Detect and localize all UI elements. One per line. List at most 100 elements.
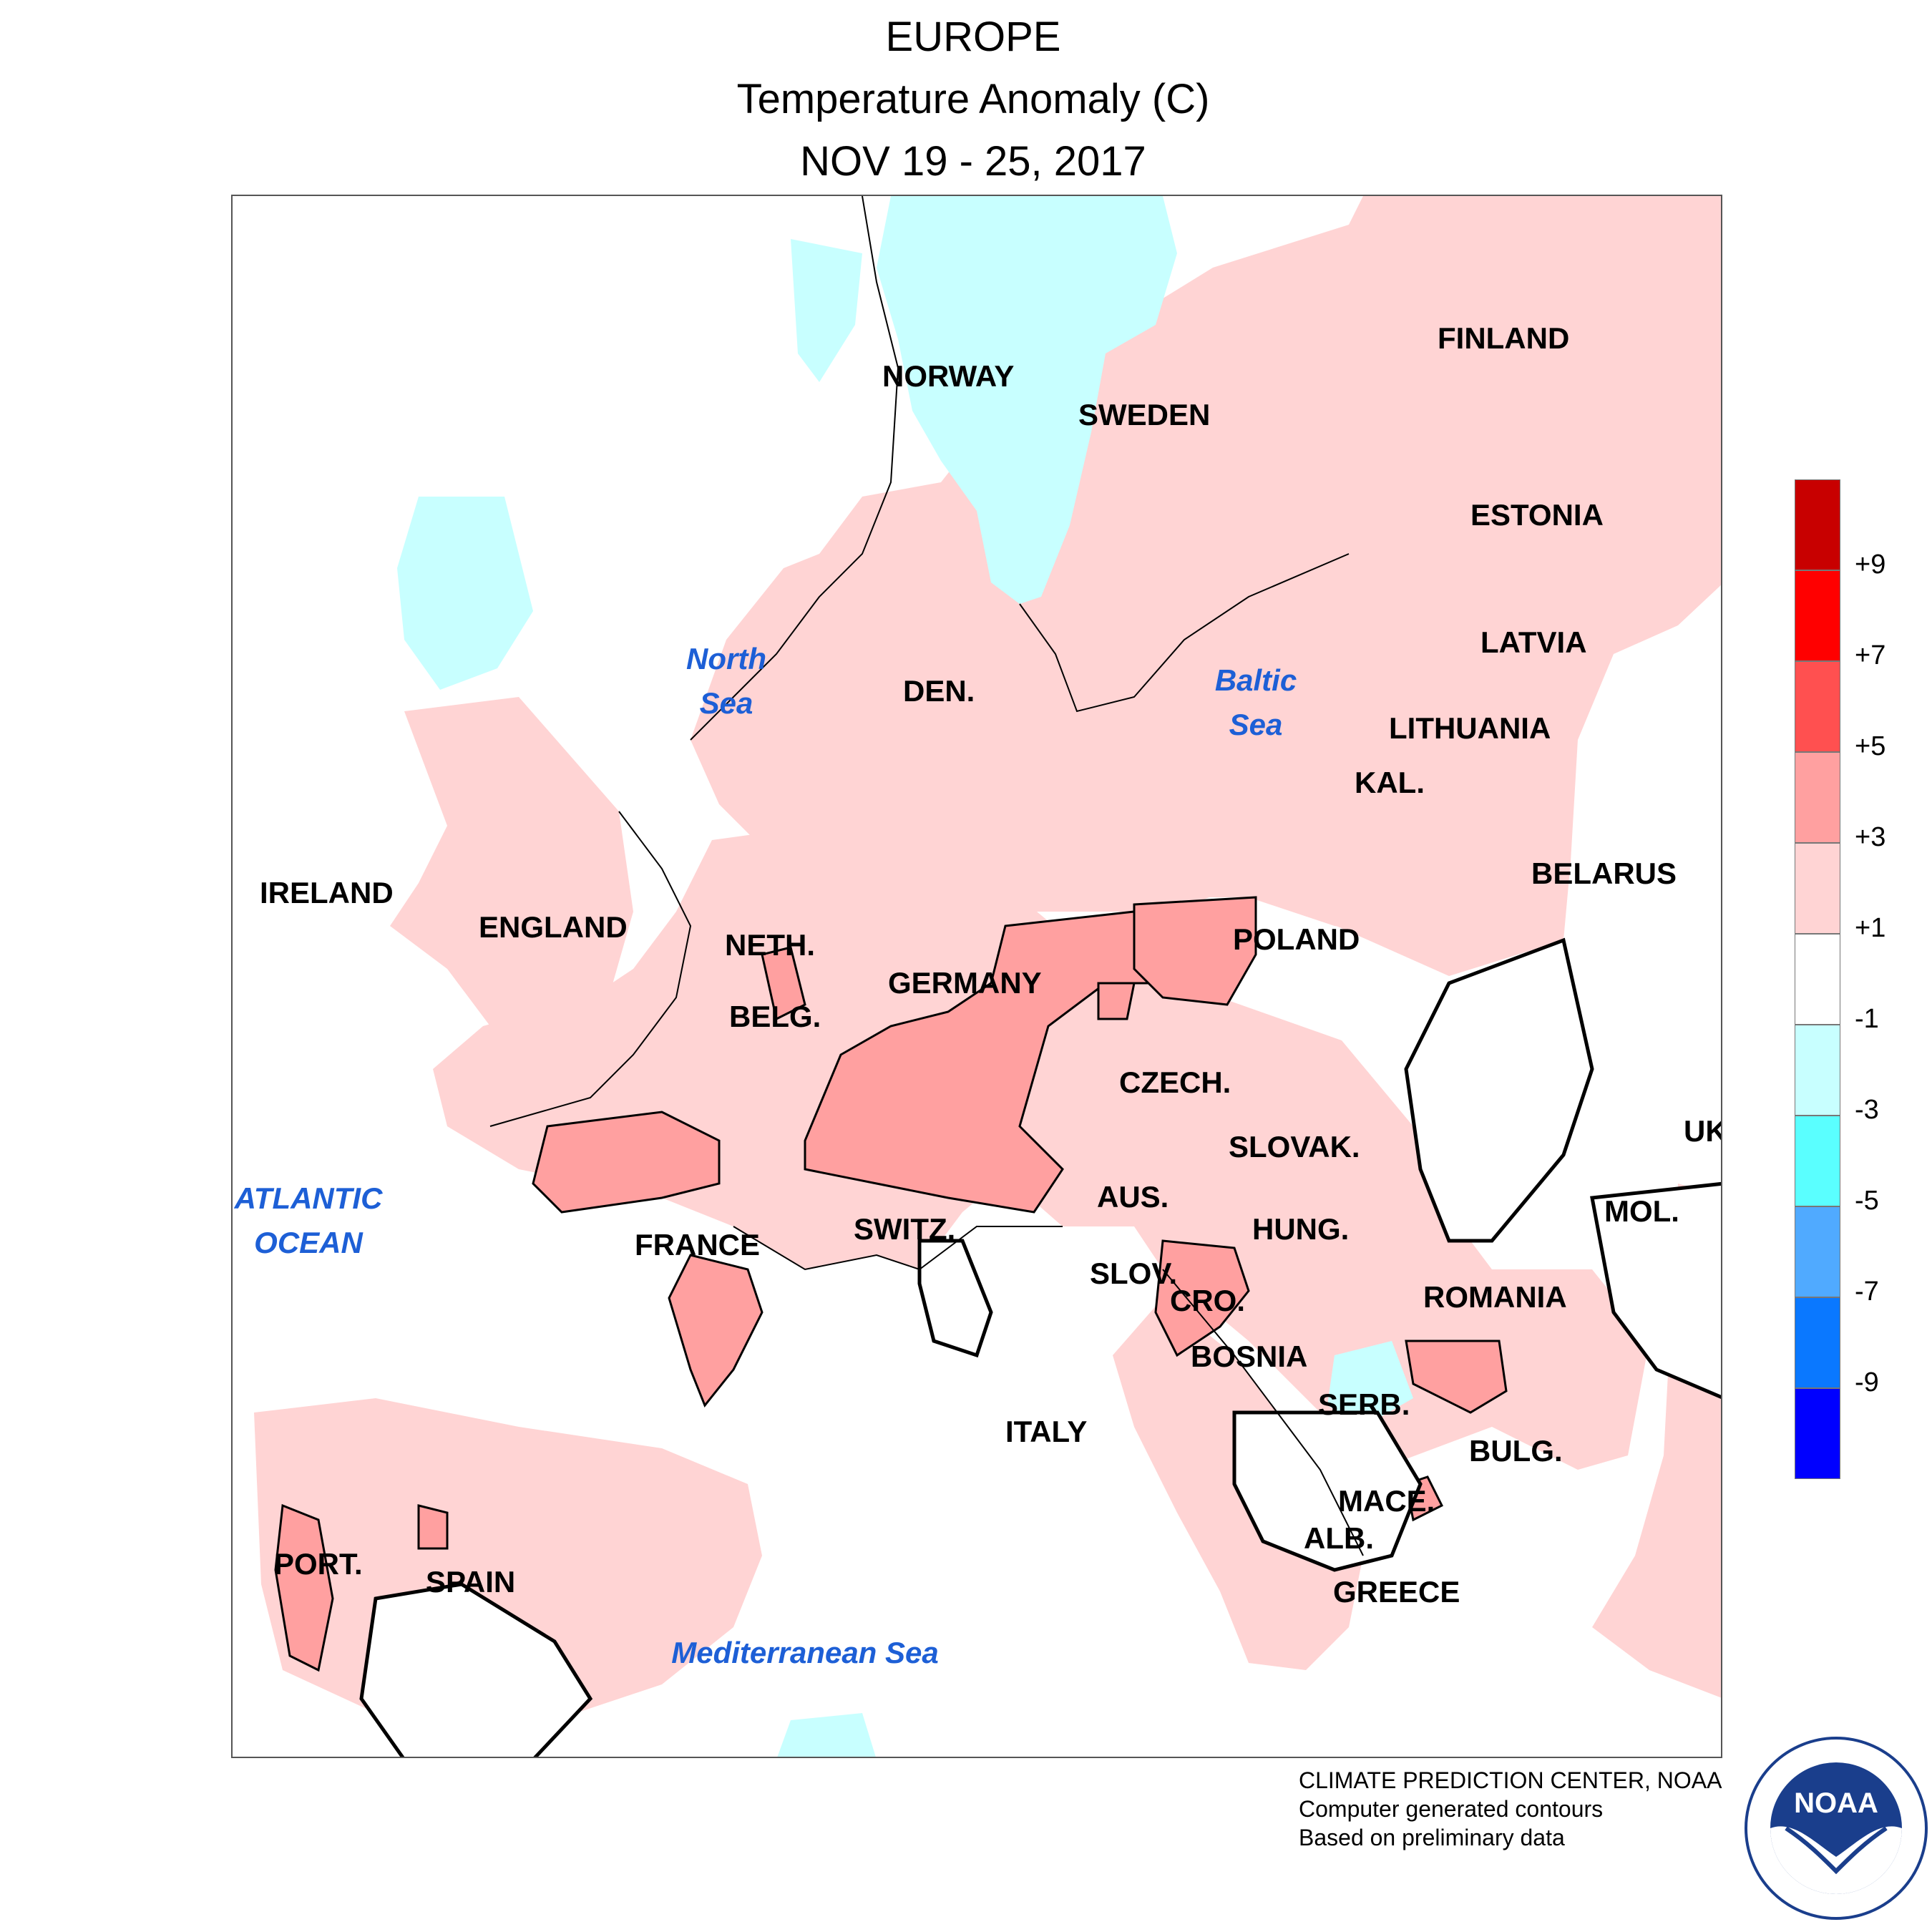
noaa-logo-icon: NOAA bbox=[1745, 1737, 1928, 1920]
label-sweden: SWEDEN bbox=[1078, 398, 1211, 431]
legend-tick: -3 bbox=[1855, 1095, 1879, 1125]
legend-bin bbox=[1795, 1206, 1840, 1297]
label-france: FRANCE bbox=[635, 1228, 760, 1262]
label-kaliningrad: KAL. bbox=[1355, 766, 1425, 799]
label-lithuania: LITHUANIA bbox=[1389, 711, 1551, 745]
label-denmark: DEN. bbox=[903, 674, 975, 708]
legend-colorbar: +9 +7 +5 +3 +1 -1 -3 -5 -7 -9 bbox=[1795, 479, 1885, 1479]
label-czech: CZECH. bbox=[1119, 1065, 1231, 1099]
contour-alps-neutral bbox=[917, 1239, 993, 1358]
region-france-warm bbox=[532, 1111, 721, 1214]
label-greece: GREECE bbox=[1333, 1575, 1460, 1609]
legend-bin bbox=[1795, 1388, 1840, 1479]
label-romania: ROMANIA bbox=[1423, 1280, 1567, 1314]
label-netherlands: NETH. bbox=[725, 928, 815, 962]
label-baltic-sea: Baltic Sea bbox=[1214, 663, 1297, 741]
region-england bbox=[390, 697, 633, 1040]
label-hungary: HUNG. bbox=[1252, 1212, 1350, 1246]
anomaly-map: NORWAY SWEDEN FINLAND ESTONIA LATVIA LIT… bbox=[231, 195, 1722, 1758]
label-italy: ITALY bbox=[1005, 1415, 1088, 1448]
legend-tick: -5 bbox=[1855, 1186, 1879, 1216]
region-france-south-warm bbox=[668, 1254, 763, 1407]
label-spain: SPAIN bbox=[426, 1565, 516, 1599]
label-mediterranean-sea: Mediterranean Sea bbox=[671, 1636, 939, 1669]
region-north-africa-cold bbox=[777, 1713, 876, 1757]
label-ukraine: UK bbox=[1684, 1114, 1721, 1148]
legend-tick: +1 bbox=[1855, 913, 1886, 943]
legend-bin bbox=[1795, 752, 1840, 843]
map-canvas bbox=[254, 196, 1721, 1757]
label-finland: FINLAND bbox=[1438, 321, 1570, 355]
anomaly-plus3-to-plus5 bbox=[274, 896, 1508, 1672]
contour-balkans-neutral bbox=[1232, 1410, 1423, 1572]
region-czech-warm bbox=[1097, 982, 1136, 1020]
label-england: ENGLAND bbox=[479, 910, 628, 944]
label-belgium: BELG. bbox=[729, 1000, 821, 1033]
legend-tick: +3 bbox=[1855, 822, 1886, 852]
label-serbia: SERB. bbox=[1318, 1387, 1410, 1421]
label-albania: ALB. bbox=[1304, 1521, 1374, 1555]
label-estonia: ESTONIA bbox=[1470, 498, 1604, 532]
label-bulgaria: BULG. bbox=[1469, 1434, 1563, 1468]
region-balkan-cold bbox=[1327, 1341, 1413, 1427]
label-bosnia: BOSNIA bbox=[1191, 1340, 1308, 1373]
map-title: EUROPE bbox=[885, 14, 1061, 60]
region-scandinavia-cold bbox=[877, 196, 1177, 604]
legend-bin bbox=[1795, 1025, 1840, 1116]
label-macedonia: MACE. bbox=[1338, 1484, 1435, 1518]
label-belarus: BELARUS bbox=[1531, 857, 1677, 890]
label-moldova: MOL. bbox=[1604, 1194, 1679, 1228]
label-atlantic-ocean: ATLANTIC OCEAN bbox=[234, 1181, 383, 1259]
region-norway-coast-cold bbox=[791, 239, 862, 382]
noaa-logo[interactable]: NOAA bbox=[1743, 1735, 1929, 1925]
legend-bin bbox=[1795, 1297, 1840, 1388]
region-poland-warm bbox=[1133, 896, 1257, 1006]
legend-tick: +5 bbox=[1855, 731, 1886, 761]
coast-baltic-south bbox=[1019, 553, 1350, 713]
region-central-europe bbox=[433, 811, 1649, 1470]
legend-bin bbox=[1795, 1116, 1840, 1206]
coast-ligurian bbox=[733, 1226, 1063, 1271]
label-poland: POLAND bbox=[1233, 922, 1360, 956]
label-portugal: PORT. bbox=[274, 1547, 363, 1581]
contour-moldova-neutral bbox=[1590, 1181, 1721, 1400]
coastlines bbox=[489, 196, 1364, 1556]
legend-tick: +9 bbox=[1855, 550, 1886, 580]
map-subtitle: Temperature Anomaly (C) bbox=[736, 76, 1210, 122]
label-austria: AUS. bbox=[1097, 1180, 1169, 1214]
legend-bin bbox=[1795, 934, 1840, 1025]
label-ireland: IRELAND bbox=[260, 876, 394, 909]
anomaly-minus1-to-minus3 bbox=[397, 196, 1413, 1757]
contour-ukraine-neutral bbox=[1404, 937, 1594, 1243]
credit-line-method: Computer generated contours bbox=[1299, 1796, 1604, 1822]
legend-tick: -9 bbox=[1855, 1367, 1879, 1397]
label-slovenia: SLOV. bbox=[1090, 1257, 1178, 1290]
legend-tick: +7 bbox=[1855, 640, 1886, 670]
label-north-sea: North Sea bbox=[686, 642, 766, 720]
contour-spain-south-neutral bbox=[359, 1582, 593, 1757]
coast-channel bbox=[489, 811, 692, 1127]
legend-tick: -1 bbox=[1855, 1004, 1879, 1034]
credit-line-source: CLIMATE PREDICTION CENTER, NOAA bbox=[1299, 1767, 1722, 1793]
anomaly-plus1-to-plus3 bbox=[254, 196, 1721, 1713]
label-latvia: LATVIA bbox=[1480, 625, 1587, 659]
label-switzerland: SWITZ. bbox=[854, 1212, 956, 1246]
map-date-range: NOV 19 - 25, 2017 bbox=[800, 138, 1146, 185]
credit-line-data: Based on preliminary data bbox=[1299, 1825, 1565, 1850]
credit-block: CLIMATE PREDICTION CENTER, NOAA Computer… bbox=[1299, 1766, 1722, 1852]
region-belgium-warm bbox=[761, 946, 806, 1021]
coast-norway bbox=[690, 196, 899, 741]
legend-bin bbox=[1795, 843, 1840, 934]
legend-bin bbox=[1795, 479, 1840, 570]
region-romania-warm bbox=[1405, 1340, 1508, 1414]
label-germany: GERMANY bbox=[888, 966, 1042, 1000]
legend-tick: -7 bbox=[1855, 1277, 1879, 1307]
region-scotland-cold bbox=[397, 497, 533, 690]
legend-bin bbox=[1795, 570, 1840, 661]
coast-adriatic-east bbox=[1162, 1269, 1364, 1556]
label-norway: NORWAY bbox=[882, 359, 1015, 393]
region-portugal-warm bbox=[274, 1503, 334, 1672]
region-croatia-warm bbox=[1154, 1239, 1250, 1357]
noaa-logo-text: NOAA bbox=[1794, 1787, 1878, 1819]
region-poland-belarus bbox=[1120, 597, 1506, 940]
